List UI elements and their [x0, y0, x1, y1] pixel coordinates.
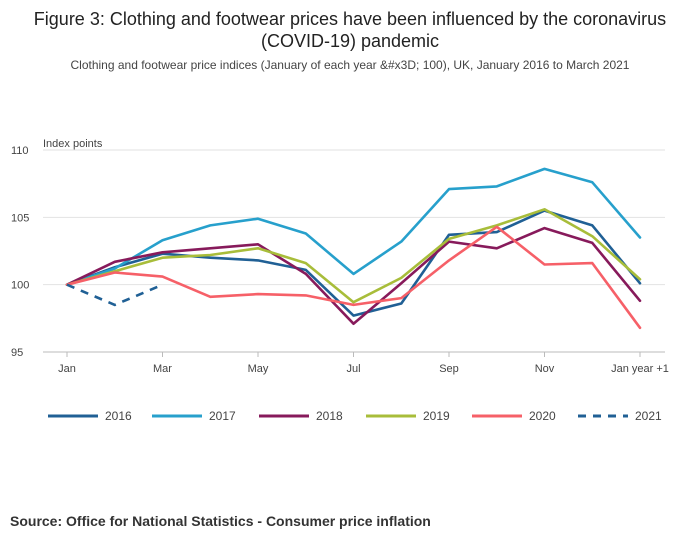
y-axis-label: Index points: [43, 138, 103, 150]
x-tick-label: May: [248, 363, 269, 375]
x-tick-label: Nov: [535, 363, 555, 375]
y-tick-label: 110: [11, 145, 29, 157]
series-line-2017: [65, 167, 642, 287]
legend-label-2017: 2017: [209, 409, 236, 423]
x-tick-label: Jan: [58, 363, 76, 375]
legend-label-2020: 2020: [529, 409, 556, 423]
legend-label-2021: 2021: [635, 409, 662, 423]
legend-label-2016: 2016: [105, 409, 132, 423]
series-line-2020: [65, 225, 642, 330]
series-lines: [65, 167, 642, 330]
y-tick-label: 100: [11, 280, 29, 292]
legend-label-2018: 2018: [316, 409, 343, 423]
series-line-2018: [65, 226, 642, 326]
source-note: Source: Office for National Statistics -…: [10, 513, 431, 529]
x-tick-label: Sep: [439, 363, 459, 375]
y-tick-label: 95: [11, 347, 23, 359]
axes: Index points 95 100 105 110 Jan Mar May Jul Sep N…: [11, 138, 669, 375]
chart-subtitle: Clothing and footwear price indices (Jan…: [70, 58, 630, 72]
x-tick-label: Mar: [153, 363, 172, 375]
x-tick-label: Jul: [346, 363, 360, 375]
x-tick-label: Jan year +1: [611, 363, 669, 375]
legend: 2016 2017 2018 2019 2020 2021: [48, 409, 662, 423]
legend-label-2019: 2019: [423, 409, 450, 423]
series-line-2021: [66, 283, 164, 307]
series-line-2019: [65, 208, 642, 304]
chart-title: Figure 3: Clothing and footwear prices h…: [33, 9, 667, 51]
y-tick-label: 105: [11, 212, 29, 224]
